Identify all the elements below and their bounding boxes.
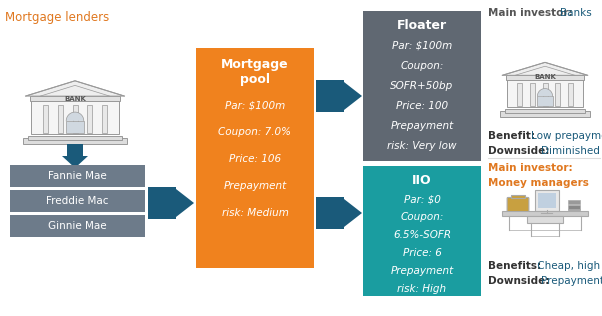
Text: Downside:: Downside: [488,276,553,286]
FancyBboxPatch shape [568,209,580,213]
FancyBboxPatch shape [10,215,145,237]
Text: Diminished return: Diminished return [541,146,602,156]
FancyBboxPatch shape [568,205,580,209]
Text: Ginnie Mae: Ginnie Mae [48,221,107,231]
Text: Mortgage
pool: Mortgage pool [221,58,289,86]
Polygon shape [25,81,125,96]
Text: 6.5%-SOFR: 6.5%-SOFR [393,230,451,240]
Text: risk: Very low: risk: Very low [387,141,457,151]
Text: Floater: Floater [397,19,447,32]
FancyBboxPatch shape [316,197,344,229]
Text: Fannie Mae: Fannie Mae [48,171,107,181]
FancyBboxPatch shape [502,211,588,216]
FancyBboxPatch shape [66,121,84,132]
Text: Price: 100: Price: 100 [396,101,448,111]
Text: Coupon:: Coupon: [400,212,444,222]
FancyBboxPatch shape [58,105,63,132]
FancyBboxPatch shape [196,48,314,268]
Text: Low prepayment risk: Low prepayment risk [531,131,602,141]
FancyBboxPatch shape [507,80,583,107]
FancyBboxPatch shape [31,101,119,133]
Text: Main investor:: Main investor: [488,8,576,18]
Polygon shape [344,199,362,227]
FancyBboxPatch shape [568,83,573,106]
FancyBboxPatch shape [10,190,145,212]
Text: Par: $100m: Par: $100m [392,41,452,51]
Text: Banks: Banks [560,8,592,18]
FancyBboxPatch shape [568,200,580,204]
Text: Prepayment risk: Prepayment risk [541,276,602,286]
Text: Prepayment: Prepayment [223,181,287,191]
Polygon shape [344,82,362,110]
FancyBboxPatch shape [555,83,560,106]
Text: Cheap, high yield: Cheap, high yield [534,261,602,271]
Text: Money managers: Money managers [488,178,589,188]
FancyBboxPatch shape [530,83,535,106]
FancyBboxPatch shape [542,83,547,106]
Text: Mortgage lenders: Mortgage lenders [5,11,109,24]
Polygon shape [502,62,588,75]
Text: Prepayment: Prepayment [390,266,454,276]
Text: Downside:: Downside: [488,146,553,156]
Polygon shape [538,88,553,96]
FancyBboxPatch shape [506,75,584,80]
Text: Benefit:: Benefit: [488,131,539,141]
Text: Main investor:: Main investor: [488,163,573,173]
FancyBboxPatch shape [538,96,553,106]
FancyBboxPatch shape [148,187,176,219]
FancyBboxPatch shape [511,195,525,198]
FancyBboxPatch shape [30,96,120,101]
FancyBboxPatch shape [363,11,481,161]
FancyBboxPatch shape [67,144,83,156]
Polygon shape [62,156,88,168]
Text: Benefits:: Benefits: [488,261,545,271]
FancyBboxPatch shape [28,136,122,139]
FancyBboxPatch shape [504,109,585,113]
FancyBboxPatch shape [517,83,522,106]
FancyBboxPatch shape [500,111,590,117]
Text: BANK: BANK [534,75,556,81]
FancyBboxPatch shape [102,105,107,132]
FancyBboxPatch shape [363,166,481,296]
Text: risk: High: risk: High [397,284,447,294]
Text: SOFR+50bp: SOFR+50bp [390,81,454,91]
Text: Prepayment: Prepayment [390,121,454,131]
Text: IIO: IIO [412,174,432,187]
FancyBboxPatch shape [23,137,127,143]
FancyBboxPatch shape [316,80,344,112]
Text: Price: 6: Price: 6 [403,248,441,258]
FancyBboxPatch shape [10,165,145,187]
Text: Coupon: 7.0%: Coupon: 7.0% [219,127,291,137]
FancyBboxPatch shape [527,216,563,222]
FancyBboxPatch shape [538,193,556,208]
FancyBboxPatch shape [535,190,559,210]
Polygon shape [66,112,84,121]
Text: Price: 106: Price: 106 [229,154,281,164]
Text: Freddie Mac: Freddie Mac [46,196,109,206]
Polygon shape [176,189,194,217]
Text: risk: Medium: risk: Medium [222,208,288,218]
FancyBboxPatch shape [507,198,529,214]
FancyBboxPatch shape [87,105,92,132]
FancyBboxPatch shape [43,105,48,132]
Text: Par: $0: Par: $0 [403,194,441,204]
Text: Par: $100m: Par: $100m [225,100,285,110]
Text: Coupon:: Coupon: [400,61,444,71]
Text: BANK: BANK [64,96,86,102]
FancyBboxPatch shape [72,105,78,132]
